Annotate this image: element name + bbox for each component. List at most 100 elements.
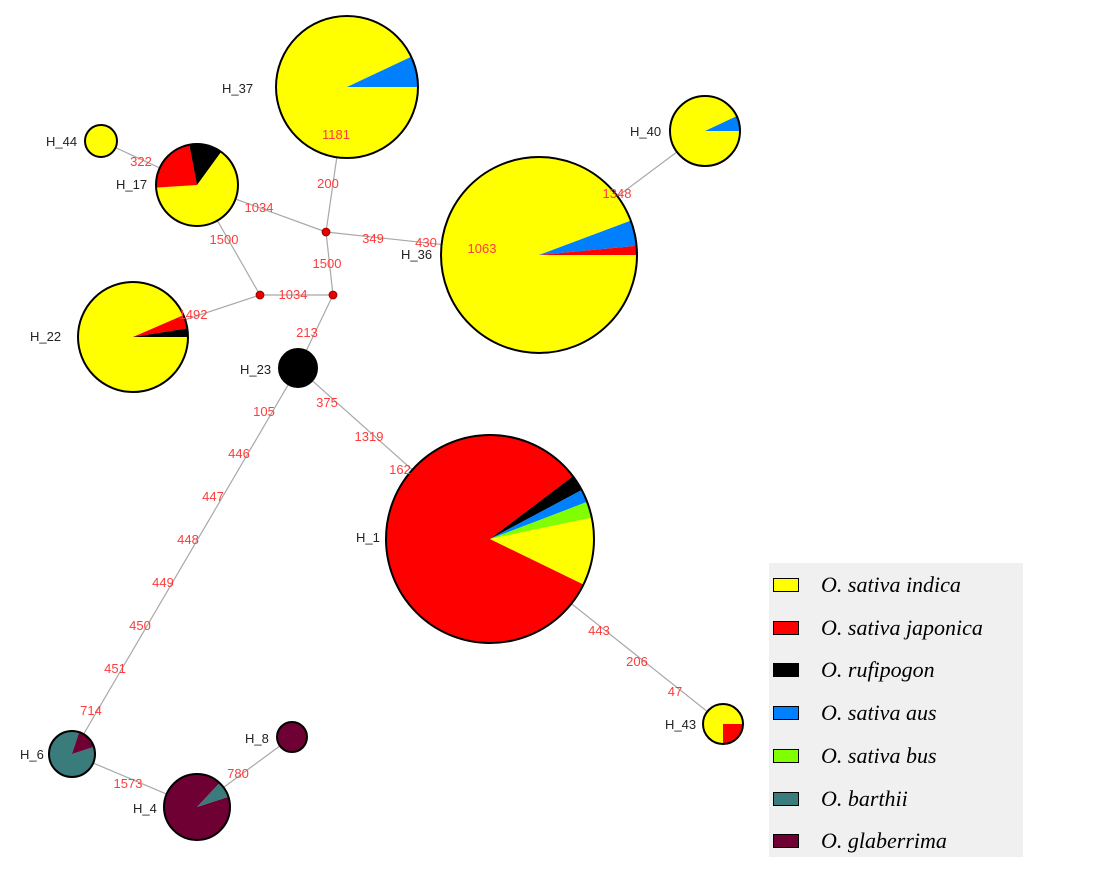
edge-label: 1500 [313,256,342,271]
node-label-H_1: H_1 [356,530,380,545]
edge-label: 349 [362,231,384,246]
haplotype-nodes-layer [48,15,744,841]
edge-label: 447 [202,489,224,504]
edge-label: 450 [129,618,151,633]
pie-slice-indica [490,517,594,585]
pie-slice-indica [85,125,117,157]
haplotype-node-H_37 [275,15,419,159]
pie-slice-indica [156,151,238,226]
edge-H_23-H_6 [71,367,299,755]
pie-slice-indica [77,281,188,392]
legend-swatch-rufipogon [773,663,799,677]
edge-label: 1034 [279,287,308,302]
pie-slice-barthii [197,782,229,807]
pie-outline [276,721,308,753]
edge-label: 430 [415,235,437,250]
node-label-H_8: H_8 [245,731,269,746]
haplotype-node-H_4 [163,773,231,841]
edge-label: 162 [389,462,411,477]
legend-label-rufipogon: O. rufipogon [821,657,935,682]
pie-slice-aus [705,116,740,131]
median-vector-m1 [321,227,331,237]
pie-slice-rufipogon [490,476,582,539]
pie-outline [275,15,419,159]
pie-outline [702,703,744,745]
pie-slice-glaberrima [163,773,230,840]
pie-outline [163,773,231,841]
pie-outline [278,348,318,388]
haplotype-node-H_6 [48,730,96,778]
pie-outline [385,434,595,644]
legend-item-bus: O. sativa bus [773,736,937,776]
pie-slice-glaberrima [72,732,94,754]
node-label-H_23: H_23 [240,362,271,377]
legend-label-aus: O. sativa aus [821,700,937,725]
edge-label: 1500 [210,232,239,247]
legend-item-japonica: O. sativa japonica [773,608,983,648]
pie-slice-rufipogon [279,349,317,387]
pie-outline [77,281,189,393]
edge-label: 1492 [179,307,208,322]
pie-outline [440,156,638,354]
haplotype-node-H_8 [276,721,308,753]
node-label-H_4: H_4 [133,801,157,816]
legend-label-barthii: O. barthii [821,786,908,811]
haplotype-node-H_22 [77,281,189,393]
edge-label: 449 [152,575,174,590]
edge-label: 105 [253,404,275,419]
legend-label-bus: O. sativa bus [821,743,937,768]
legend-swatch-japonica [773,621,799,635]
median-vector-m2 [255,290,265,300]
pie-slice-bus [490,501,592,539]
node-label-H_40: H_40 [630,124,661,139]
edge-labels-layer: 200 322 1034 349 430 1348 1063 1181 1500 1500 1034… [80,127,682,791]
pie-outline [84,124,118,158]
node-label-H_22: H_22 [30,329,61,344]
haplotype-node-H_40 [669,95,741,167]
haplotype-node-H_1 [385,434,595,644]
node-label-H_43: H_43 [665,717,696,732]
pie-slice-rufipogon [133,328,188,337]
pie-outline [669,95,741,167]
pie-slice-japonica [155,144,197,188]
legend-label-japonica: O. sativa japonica [821,615,983,640]
edge-label: 714 [80,703,102,718]
legend-item-aus: O. sativa aus [773,693,937,733]
edge-label: 200 [317,176,339,191]
legend-label-indica: O. sativa indica [821,572,961,597]
pie-outline [155,143,239,227]
pie-slice-japonica [539,245,637,255]
node-labels-layer: H_37 H_44 H_17 H_40 H_36 H_22 H_23 H_1 H_43 H_6 H_… [20,81,696,816]
edge-label: 448 [177,532,199,547]
node-label-H_6: H_6 [20,747,44,762]
edge-label: 1034 [245,200,274,215]
node-label-H_36: H_36 [401,247,432,262]
pie-slice-indica [441,157,637,354]
pie-slice-aus [539,220,637,255]
edge-label: 1348 [603,186,632,201]
legend-item-rufipogon: O. rufipogon [773,650,935,690]
legend-swatch-indica [773,578,799,592]
haplotype-node-H_43 [702,703,744,745]
legend-swatch-aus [773,706,799,720]
haplotype-node-H_23 [278,348,318,388]
legend-item-barthii: O. barthii [773,779,908,819]
node-label-H_44: H_44 [46,134,77,149]
pie-slice-barthii [48,731,95,778]
legend-swatch-bus [773,749,799,763]
pie-slice-aus [347,56,418,87]
legend-swatch-glaberrima [773,834,799,848]
edge-label: 206 [626,654,648,669]
pie-slice-rufipogon [189,144,222,185]
median-vector-m3 [328,290,338,300]
edge-label: 322 [130,154,152,169]
pie-slice-japonica [723,724,743,744]
legend-item-glaberrima: O. glaberrima [773,821,947,861]
legend-swatch-barthii [773,792,799,806]
pie-slice-japonica [385,435,584,644]
edge-label: 1181 [322,127,350,142]
haplotype-node-H_36 [440,156,638,354]
haplotype-node-H_44 [84,124,118,158]
edge-label: 1573 [114,776,143,791]
